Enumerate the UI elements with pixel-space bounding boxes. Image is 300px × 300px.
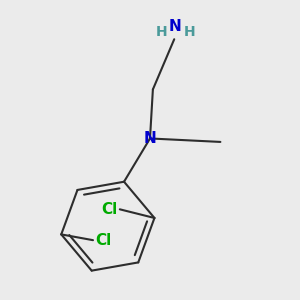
Text: H: H	[156, 25, 167, 39]
Text: Cl: Cl	[101, 202, 118, 217]
Text: N: N	[169, 19, 182, 34]
Text: N: N	[144, 131, 156, 146]
Text: Cl: Cl	[95, 233, 112, 248]
Text: H: H	[183, 25, 195, 39]
